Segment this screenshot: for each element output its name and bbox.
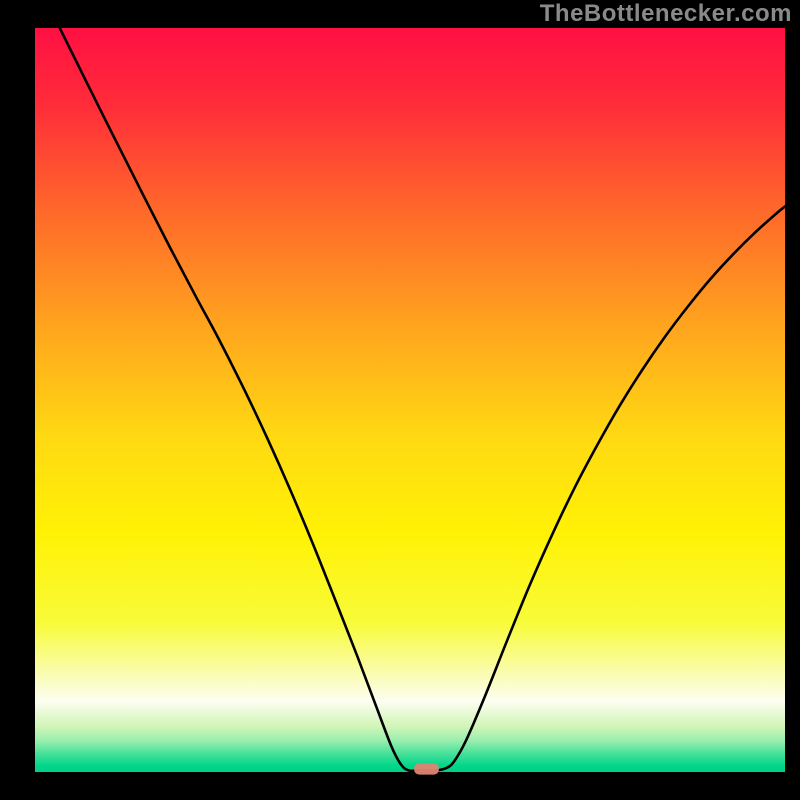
- watermark-text: TheBottlenecker.com: [540, 0, 792, 28]
- bottleneck-chart: [0, 0, 800, 800]
- optimum-marker: [414, 763, 439, 774]
